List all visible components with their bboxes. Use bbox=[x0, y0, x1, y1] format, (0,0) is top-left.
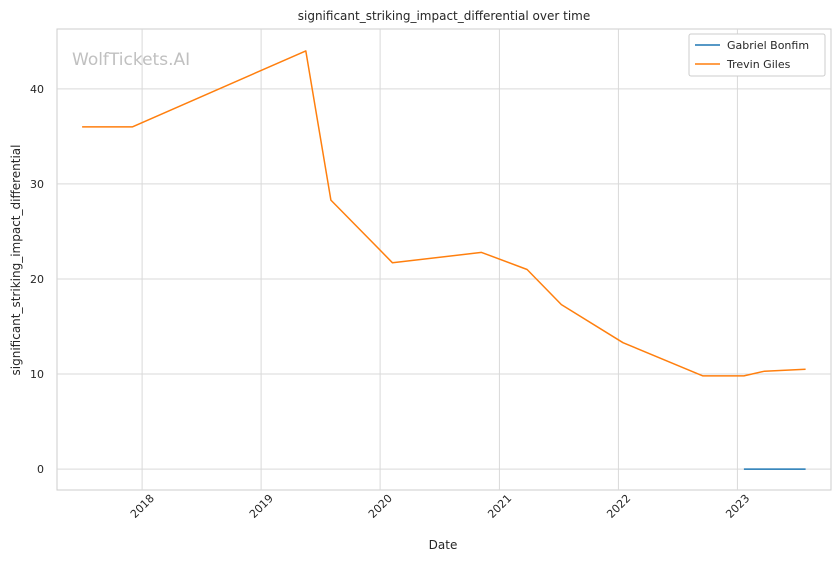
watermark: WolfTickets.AI bbox=[72, 50, 190, 70]
x-tick-label: 2022 bbox=[604, 492, 633, 521]
x-tick-label: 2019 bbox=[247, 492, 276, 521]
x-tick-label: 2023 bbox=[723, 492, 752, 521]
chart-title: significant_striking_impact_differential… bbox=[298, 9, 590, 23]
x-tick-label: 2021 bbox=[485, 492, 514, 521]
legend: Gabriel Bonfim Trevin Giles bbox=[688, 33, 826, 77]
series-line-trevin-giles bbox=[82, 50, 806, 377]
series-layer bbox=[82, 50, 806, 470]
y-tick-label: 20 bbox=[30, 273, 44, 286]
x-tick-label: 2020 bbox=[366, 492, 395, 521]
legend-box bbox=[688, 33, 826, 77]
y-axis-label: significant_striking_impact_differential bbox=[9, 145, 23, 376]
y-tick-label: 30 bbox=[30, 178, 44, 191]
legend-label-gabriel-bonfim: Gabriel Bonfim bbox=[727, 39, 809, 52]
y-tick-label: 40 bbox=[30, 83, 44, 96]
y-axis-ticks: 0 10 20 30 40 bbox=[30, 83, 44, 476]
y-tick-label: 10 bbox=[30, 368, 44, 381]
x-axis-ticks: 2018 2019 2020 2021 2022 2023 bbox=[128, 492, 752, 521]
grid bbox=[57, 29, 831, 490]
y-tick-label: 0 bbox=[37, 463, 44, 476]
x-tick-label: 2018 bbox=[128, 492, 157, 521]
plot-area bbox=[56, 28, 832, 491]
legend-label-trevin-giles: Trevin Giles bbox=[726, 58, 791, 71]
x-axis-label: Date bbox=[429, 538, 458, 552]
